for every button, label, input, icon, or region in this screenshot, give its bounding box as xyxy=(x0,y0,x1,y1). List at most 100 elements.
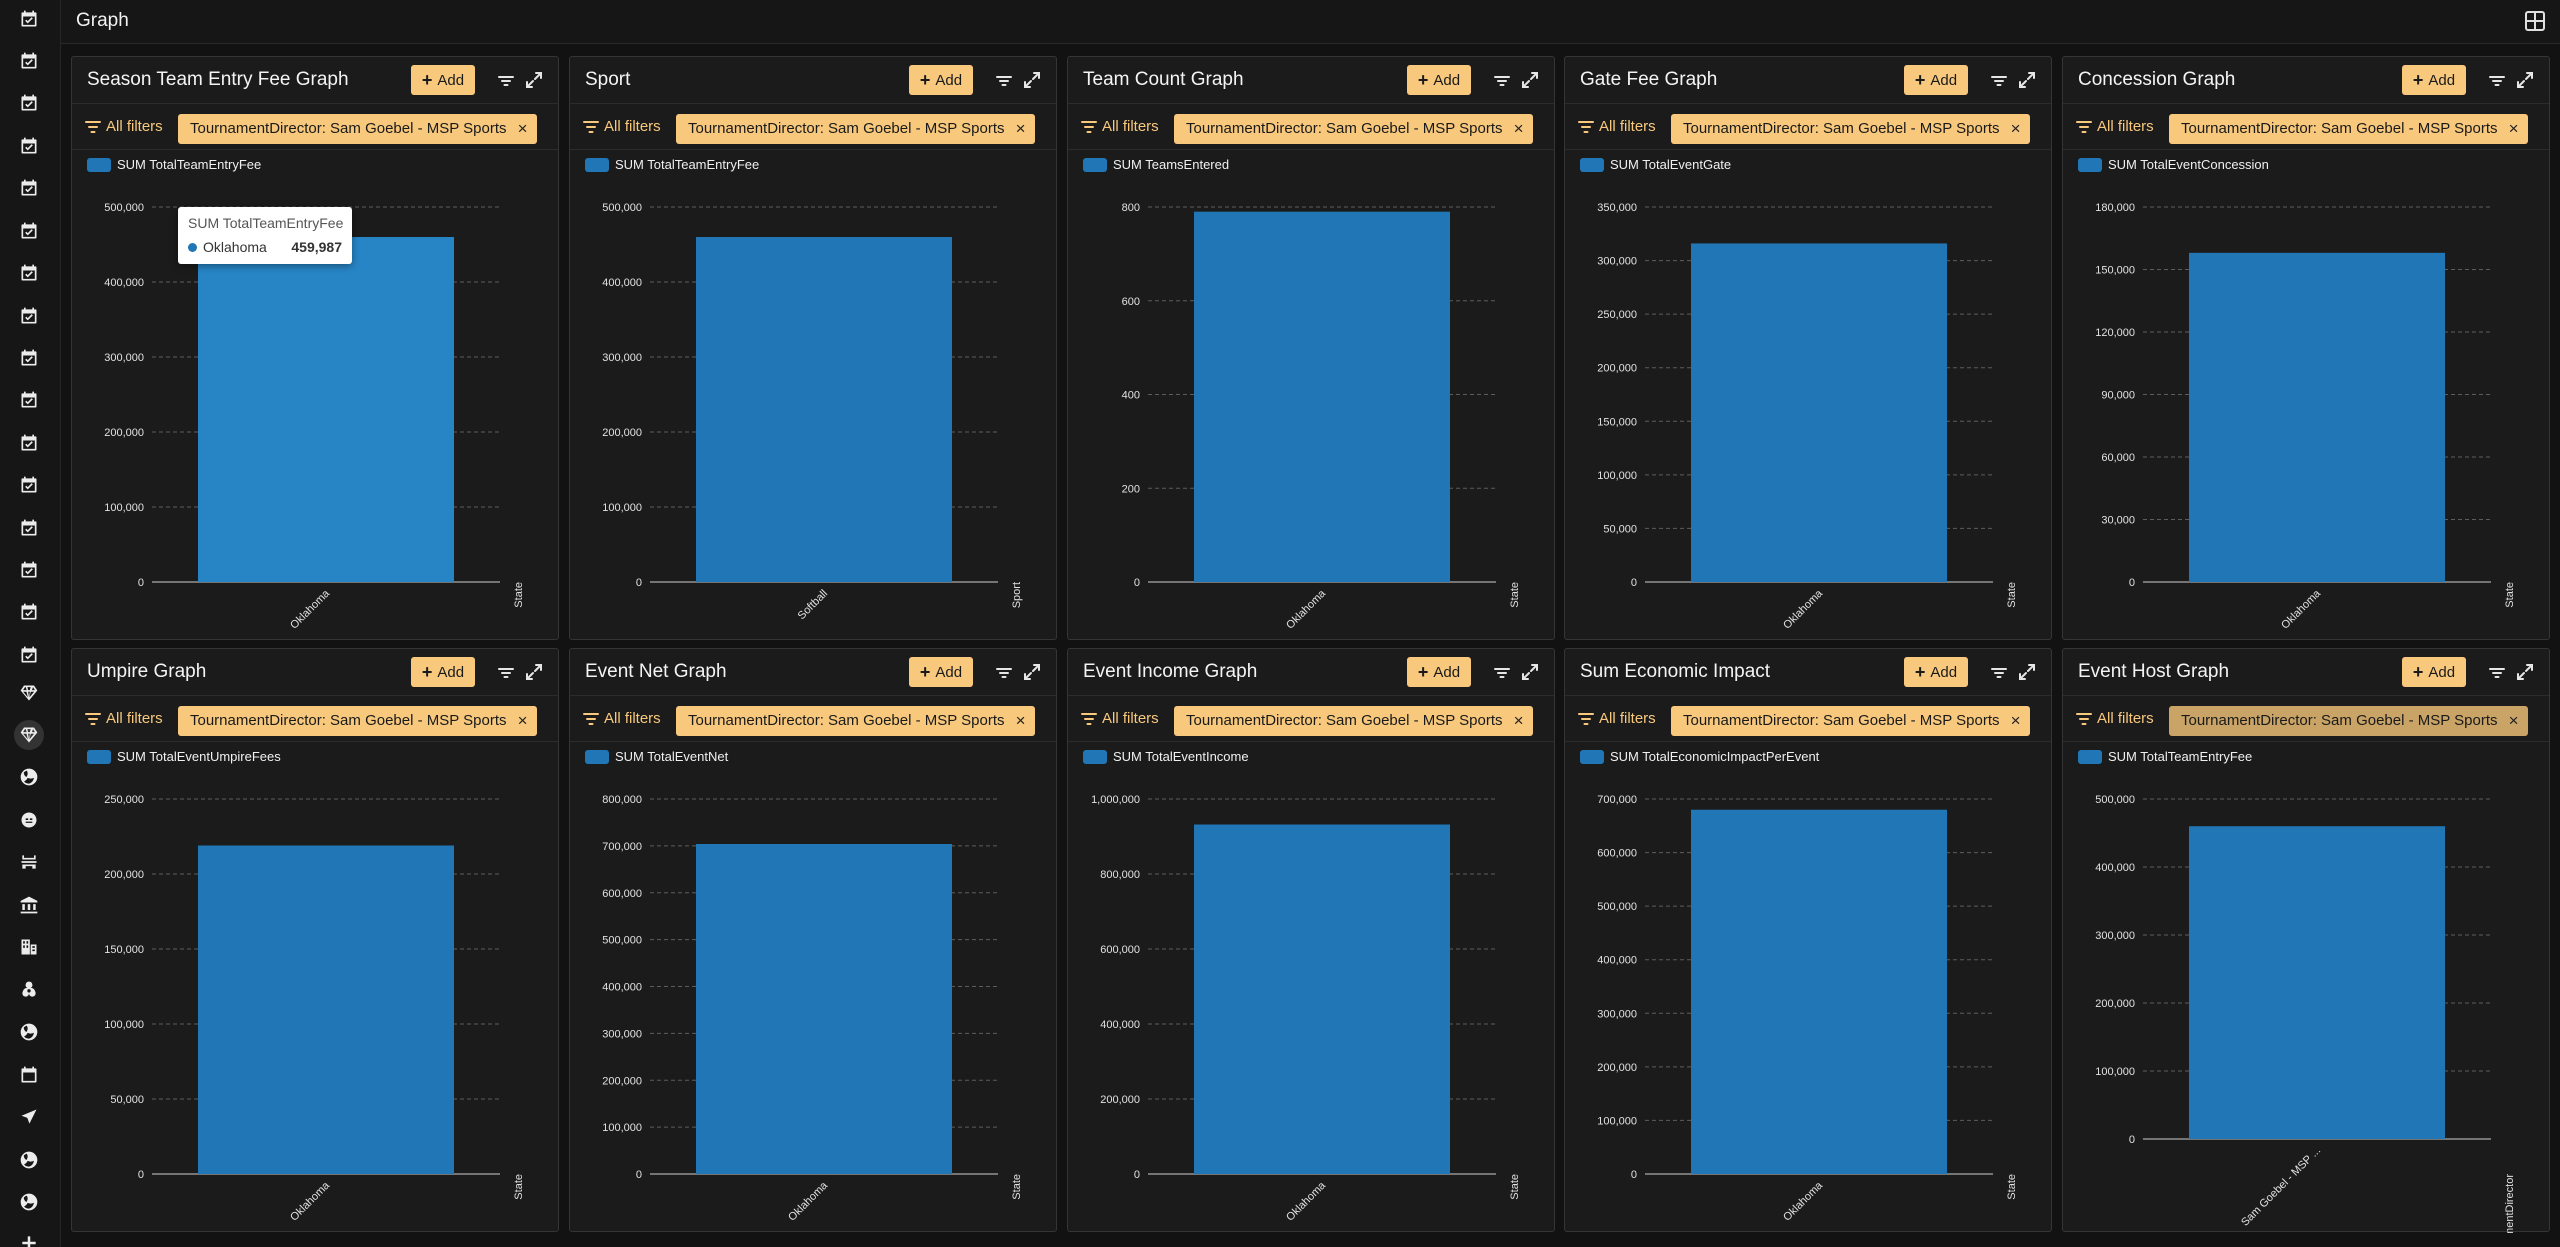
calendar-check-icon[interactable] xyxy=(14,88,44,118)
calendar-check-icon[interactable] xyxy=(14,470,44,500)
expand-icon[interactable] xyxy=(1520,662,1540,682)
all-filters-button[interactable]: All filters xyxy=(85,710,163,727)
all-filters-button[interactable]: All filters xyxy=(583,118,661,135)
expand-icon[interactable] xyxy=(2515,70,2535,90)
close-icon[interactable]: × xyxy=(2010,711,2021,730)
baseball-icon[interactable] xyxy=(14,1017,44,1047)
close-icon[interactable]: × xyxy=(1513,711,1524,730)
filter-icon[interactable] xyxy=(497,664,515,682)
all-filters-button[interactable]: All filters xyxy=(1081,710,1159,727)
close-icon[interactable]: × xyxy=(2508,119,2519,138)
expand-icon[interactable] xyxy=(2515,662,2535,682)
baseball-icon[interactable] xyxy=(14,762,44,792)
chart-legend[interactable]: SUM TotalEventNet xyxy=(585,749,728,764)
filter-icon[interactable] xyxy=(995,72,1013,90)
add-button[interactable]: + Add xyxy=(909,657,973,687)
calendar-check-icon[interactable] xyxy=(14,385,44,415)
hotel-icon[interactable] xyxy=(14,932,44,962)
add-button[interactable]: + Add xyxy=(2402,65,2466,95)
layout-grid-icon[interactable] xyxy=(2524,10,2546,32)
add-button[interactable]: + Add xyxy=(411,65,475,95)
expand-icon[interactable] xyxy=(2017,662,2037,682)
all-filters-button[interactable]: All filters xyxy=(583,710,661,727)
calendar-check-icon[interactable] xyxy=(14,173,44,203)
filter-icon[interactable] xyxy=(1493,72,1511,90)
filter-chip[interactable]: TournamentDirector: Sam Goebel - MSP Spo… xyxy=(1174,706,1533,736)
send-icon[interactable] xyxy=(14,1102,44,1132)
close-icon[interactable]: × xyxy=(1015,119,1026,138)
all-filters-button[interactable]: All filters xyxy=(1578,118,1656,135)
baseball-icon[interactable] xyxy=(14,1145,44,1175)
expand-icon[interactable] xyxy=(1022,662,1042,682)
chart-legend[interactable]: SUM TotalEventIncome xyxy=(1083,749,1249,764)
filter-icon[interactable] xyxy=(1990,664,2008,682)
add-button[interactable]: + Add xyxy=(1407,65,1471,95)
filter-chip[interactable]: TournamentDirector: Sam Goebel - MSP Spo… xyxy=(2169,114,2528,144)
calendar-check-icon[interactable] xyxy=(14,428,44,458)
calendar-check-icon[interactable] xyxy=(14,343,44,373)
calendar-icon[interactable] xyxy=(14,1060,44,1090)
chart-legend[interactable]: SUM TotalEventGate xyxy=(1580,157,1731,172)
all-filters-button[interactable]: All filters xyxy=(2076,710,2154,727)
baseball-icon[interactable] xyxy=(14,1187,44,1217)
all-filters-button[interactable]: All filters xyxy=(85,118,163,135)
expand-icon[interactable] xyxy=(524,70,544,90)
add-button[interactable]: + Add xyxy=(909,65,973,95)
diamond-icon[interactable] xyxy=(14,678,44,708)
chart-legend[interactable]: SUM TotalEconomicImpactPerEvent xyxy=(1580,749,1819,764)
filter-chip[interactable]: TournamentDirector: Sam Goebel - MSP Spo… xyxy=(676,114,1035,144)
filter-icon[interactable] xyxy=(497,72,515,90)
calendar-check-icon[interactable] xyxy=(14,513,44,543)
filter-icon[interactable] xyxy=(1990,72,2008,90)
calendar-check-icon[interactable] xyxy=(14,555,44,585)
chart-legend[interactable]: SUM TotalTeamEntryFee xyxy=(585,157,759,172)
filter-icon[interactable] xyxy=(2488,72,2506,90)
close-icon[interactable]: × xyxy=(2508,711,2519,730)
diamond-icon[interactable] xyxy=(14,720,44,750)
filter-chip[interactable]: TournamentDirector: Sam Goebel - MSP Spo… xyxy=(2169,706,2528,736)
add-button[interactable]: + Add xyxy=(1407,657,1471,687)
calendar-check-icon[interactable] xyxy=(14,597,44,627)
chart-legend[interactable]: SUM TotalEventConcession xyxy=(2078,157,2269,172)
close-icon[interactable]: × xyxy=(1513,119,1524,138)
add-button[interactable]: + Add xyxy=(1904,65,1968,95)
mask-icon[interactable] xyxy=(14,805,44,835)
calendar-check-icon[interactable] xyxy=(14,301,44,331)
filter-chip[interactable]: TournamentDirector: Sam Goebel - MSP Spo… xyxy=(1174,114,1533,144)
calendar-check-icon[interactable] xyxy=(14,131,44,161)
filter-chip[interactable]: TournamentDirector: Sam Goebel - MSP Spo… xyxy=(676,706,1035,736)
filter-chip[interactable]: TournamentDirector: Sam Goebel - MSP Spo… xyxy=(178,706,537,736)
biohazard-icon[interactable] xyxy=(14,975,44,1005)
expand-icon[interactable] xyxy=(2017,70,2037,90)
expand-icon[interactable] xyxy=(524,662,544,682)
plus-icon[interactable] xyxy=(14,1228,44,1247)
chart-legend[interactable]: SUM TotalEventUmpireFees xyxy=(87,749,281,764)
close-icon[interactable]: × xyxy=(517,711,528,730)
all-filters-button[interactable]: All filters xyxy=(2076,118,2154,135)
add-button[interactable]: + Add xyxy=(1904,657,1968,687)
add-button[interactable]: + Add xyxy=(411,657,475,687)
add-button[interactable]: + Add xyxy=(2402,657,2466,687)
filter-chip[interactable]: TournamentDirector: Sam Goebel - MSP Spo… xyxy=(1671,706,2030,736)
bank-icon[interactable] xyxy=(14,890,44,920)
calendar-check-icon[interactable] xyxy=(14,640,44,670)
all-filters-button[interactable]: All filters xyxy=(1081,118,1159,135)
stadium-icon[interactable] xyxy=(14,847,44,877)
calendar-check-icon[interactable] xyxy=(14,4,44,34)
filter-icon[interactable] xyxy=(995,664,1013,682)
calendar-check-icon[interactable] xyxy=(14,216,44,246)
all-filters-button[interactable]: All filters xyxy=(1578,710,1656,727)
filter-chip[interactable]: TournamentDirector: Sam Goebel - MSP Spo… xyxy=(1671,114,2030,144)
close-icon[interactable]: × xyxy=(2010,119,2021,138)
filter-icon[interactable] xyxy=(2488,664,2506,682)
filter-chip[interactable]: TournamentDirector: Sam Goebel - MSP Spo… xyxy=(178,114,537,144)
close-icon[interactable]: × xyxy=(1015,711,1026,730)
chart-legend[interactable]: SUM TeamsEntered xyxy=(1083,157,1229,172)
chart-legend[interactable]: SUM TotalTeamEntryFee xyxy=(87,157,261,172)
calendar-check-icon[interactable] xyxy=(14,258,44,288)
close-icon[interactable]: × xyxy=(517,119,528,138)
filter-icon[interactable] xyxy=(1493,664,1511,682)
expand-icon[interactable] xyxy=(1022,70,1042,90)
calendar-check-icon[interactable] xyxy=(14,46,44,76)
chart-legend[interactable]: SUM TotalTeamEntryFee xyxy=(2078,749,2252,764)
